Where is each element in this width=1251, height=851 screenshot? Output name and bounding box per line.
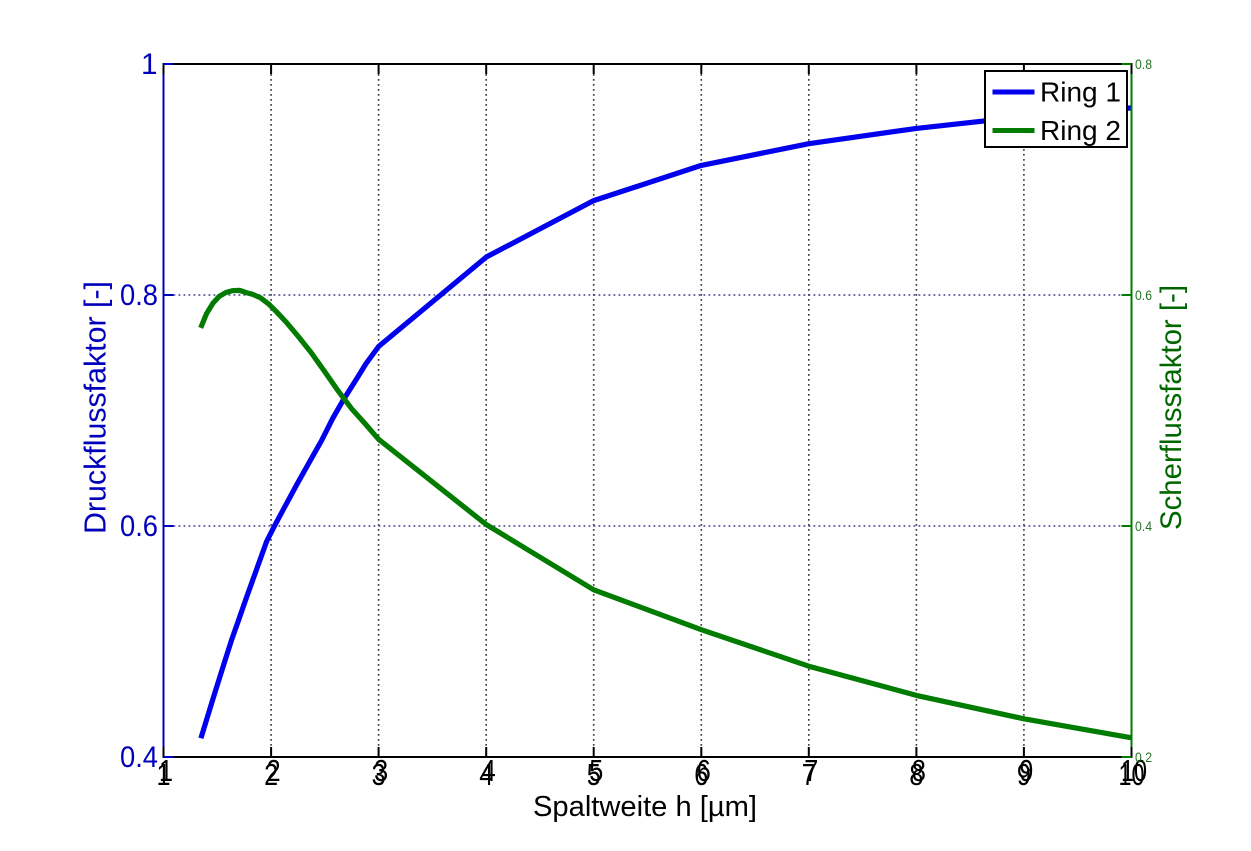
svg-text:0.4: 0.4 xyxy=(120,741,158,774)
svg-text:7: 7 xyxy=(804,753,818,788)
svg-text:4: 4 xyxy=(482,753,496,788)
svg-text:10: 10 xyxy=(1119,757,1145,792)
svg-text:10: 10 xyxy=(1121,753,1147,788)
svg-text:6: 6 xyxy=(697,753,711,788)
svg-text:0.8: 0.8 xyxy=(1135,56,1152,72)
svg-text:9: 9 xyxy=(1019,753,1033,788)
svg-text:5: 5 xyxy=(589,753,603,788)
svg-text:0.2: 0.2 xyxy=(1135,749,1152,765)
svg-text:Spaltweite h [µm]: Spaltweite h [µm] xyxy=(533,791,757,823)
svg-text:6: 6 xyxy=(694,757,708,792)
svg-text:0.6: 0.6 xyxy=(120,510,158,543)
svg-text:Scherflussfaktor [-]: Scherflussfaktor [-] xyxy=(1155,285,1188,530)
svg-text:5: 5 xyxy=(587,757,601,792)
svg-text:Ring 2: Ring 2 xyxy=(1040,115,1121,146)
svg-text:3: 3 xyxy=(372,757,386,792)
svg-text:1: 1 xyxy=(157,757,171,792)
svg-text:9: 9 xyxy=(1017,757,1031,792)
svg-text:2: 2 xyxy=(267,753,281,788)
svg-text:0.4: 0.4 xyxy=(1135,518,1152,534)
svg-text:0.8: 0.8 xyxy=(120,279,158,312)
svg-text:2: 2 xyxy=(264,757,278,792)
svg-text:7: 7 xyxy=(802,757,816,792)
svg-text:Ring 1: Ring 1 xyxy=(1040,77,1121,108)
svg-text:Druckflussfaktor [-]: Druckflussfaktor [-] xyxy=(78,281,113,534)
svg-text:3: 3 xyxy=(374,753,388,788)
svg-text:1: 1 xyxy=(159,753,173,788)
svg-text:8: 8 xyxy=(912,753,926,788)
svg-text:1: 1 xyxy=(141,48,158,81)
svg-text:0.6: 0.6 xyxy=(1135,287,1152,303)
svg-text:4: 4 xyxy=(479,757,493,792)
svg-text:8: 8 xyxy=(909,757,923,792)
